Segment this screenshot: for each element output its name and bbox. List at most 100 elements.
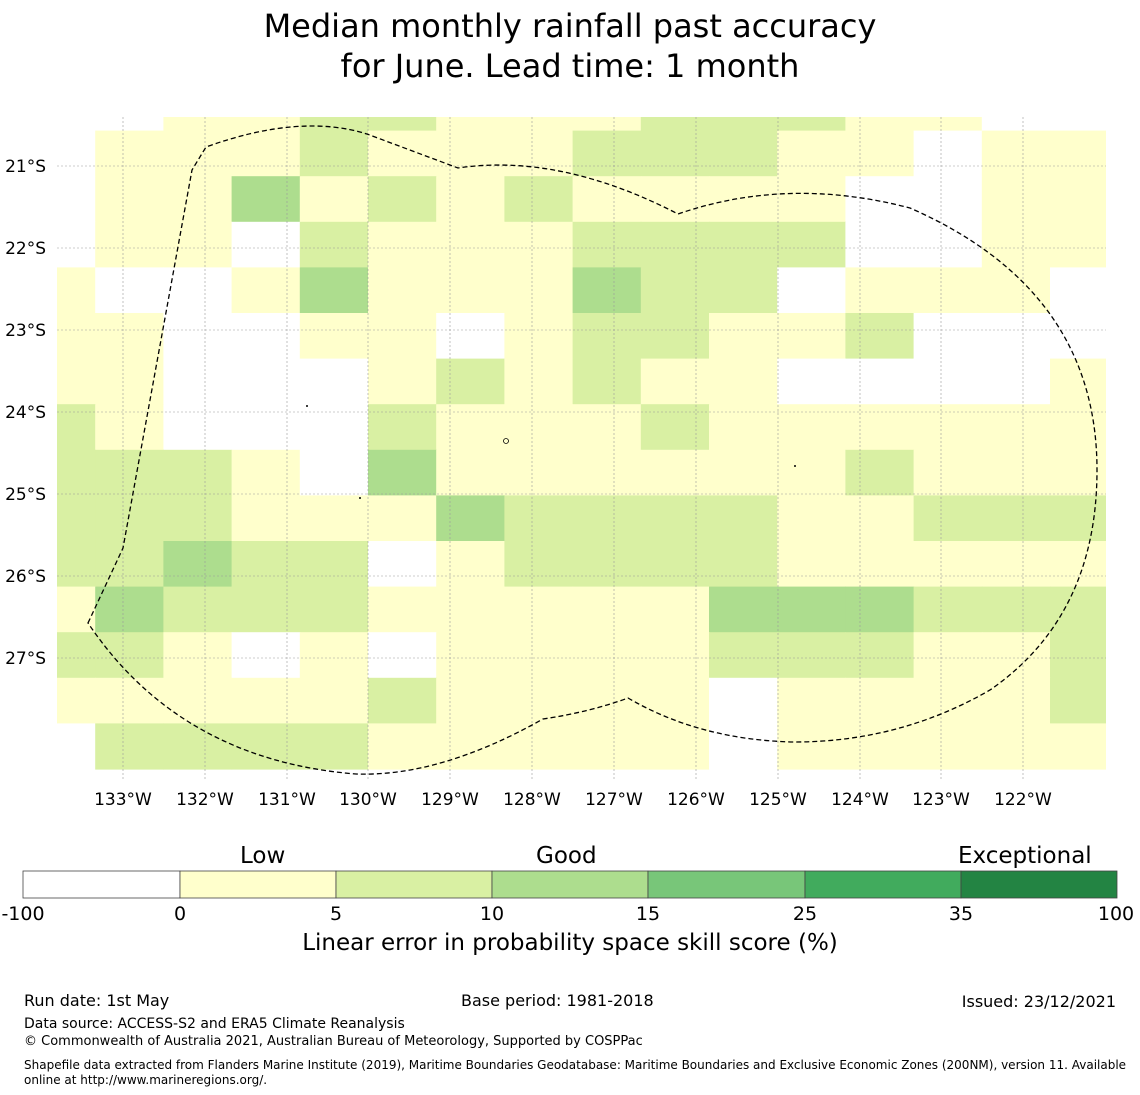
- grid-cell: [436, 495, 505, 542]
- grid-cell: [57, 313, 96, 360]
- grid-cell: [913, 221, 983, 268]
- colorbar-segment: [179, 870, 337, 899]
- grid-cell: [163, 130, 233, 177]
- colorbar-tick: 10: [479, 903, 505, 925]
- grid-cell: [231, 358, 301, 405]
- grid-cell: [777, 404, 846, 451]
- grid-cell: [709, 358, 778, 405]
- grid-cell: [231, 267, 301, 314]
- grid-cell: [163, 632, 233, 679]
- grid-cell: [1050, 541, 1106, 588]
- grid-cell: [368, 586, 437, 633]
- grid-cell: [436, 313, 505, 360]
- grid-cell: [981, 404, 1051, 451]
- grid-cell: [57, 677, 96, 724]
- colorbar-segment: [335, 870, 493, 899]
- grid-cell: [368, 449, 437, 496]
- grid-cell: [845, 117, 915, 132]
- colorbar-tick: 35: [948, 903, 974, 925]
- grid-cell: [368, 176, 437, 223]
- grid-cell: [709, 313, 778, 360]
- grid-cell: [95, 404, 164, 451]
- grid-cell: [572, 632, 642, 679]
- grid-cell: [231, 130, 301, 177]
- grid-cell: [504, 495, 574, 542]
- grid-cell: [845, 677, 915, 724]
- grid-cell: [95, 358, 164, 405]
- grid-cell: [436, 358, 505, 405]
- longitude-label: 131°W: [258, 790, 316, 810]
- grid-cell: [845, 221, 915, 268]
- grid-cell: [981, 495, 1051, 542]
- colorbar-tick: 0: [173, 903, 187, 925]
- grid-cell: [299, 632, 369, 679]
- grid-cell: [572, 449, 642, 496]
- grid-cell: [57, 176, 96, 223]
- grid-cell: [299, 358, 369, 405]
- grid-cell: [1118, 222, 1140, 268]
- grid-cell: [436, 267, 505, 314]
- grid-cell: [845, 541, 915, 588]
- grid-cell: [572, 541, 642, 588]
- grid-cell: [1050, 677, 1106, 724]
- grid-cell: [163, 586, 233, 633]
- grid-cell: [436, 632, 505, 679]
- grid-cell: [1118, 313, 1140, 359]
- issued-date: Issued: 23/12/2021: [961, 992, 1116, 1011]
- grid-cell: [981, 221, 1051, 268]
- grid-cell: [777, 117, 846, 132]
- grid-cell: [57, 449, 96, 496]
- grid-cell: [1118, 587, 1140, 633]
- eez-boundary: [87, 125, 1098, 775]
- grid-cell: [845, 404, 915, 451]
- grid-cell: [1118, 176, 1140, 222]
- grid-cell: [1050, 267, 1106, 314]
- grid-cell: [504, 449, 574, 496]
- grid-cell: [1050, 404, 1106, 451]
- colorbar-category-good: Good: [536, 843, 597, 869]
- grid-cell: [1118, 632, 1140, 678]
- grid-cell: [95, 449, 164, 496]
- grid-cell: [504, 130, 574, 177]
- grid-cell: [572, 221, 642, 268]
- grid-cell: [709, 586, 778, 633]
- grid-cell: [231, 176, 301, 223]
- grid-cell: [231, 404, 301, 451]
- grid-cell: [709, 117, 778, 132]
- grid-cell: [95, 586, 164, 633]
- grid-cell: [1118, 267, 1140, 313]
- map-title-line1: Median monthly rainfall past accuracy: [263, 7, 877, 45]
- grid-cell: [368, 632, 437, 679]
- grid-cell: [95, 130, 164, 177]
- grid-cell: [163, 176, 233, 223]
- grid-cell: [368, 267, 437, 314]
- grid-cell: [57, 117, 96, 132]
- colorbar-category-low: Low: [240, 843, 286, 869]
- grid-cell: [913, 313, 983, 360]
- grid-cell: [231, 117, 301, 132]
- grid-cell: [981, 358, 1051, 405]
- grid-cell: [57, 267, 96, 314]
- grid-cell: [913, 632, 983, 679]
- grid-cell: [95, 723, 164, 770]
- grid-cell: [95, 541, 164, 588]
- grid-cell: [1050, 495, 1106, 542]
- grid-cell: [504, 541, 574, 588]
- grid-cell: [777, 358, 846, 405]
- grid-cell: [95, 495, 164, 542]
- grid-cell: [163, 495, 233, 542]
- grid-cell: [95, 267, 164, 314]
- latitude-label: 21°S: [5, 157, 46, 177]
- grid-cell: [640, 586, 710, 633]
- grid-cell: [57, 221, 96, 268]
- colorbar-tick: 100: [1097, 903, 1135, 925]
- grid-cell: [368, 723, 437, 770]
- colorbar-segment: [22, 870, 181, 899]
- grid-cell: [299, 130, 369, 177]
- grid-cell: [572, 267, 642, 314]
- grid-cell: [231, 677, 301, 724]
- grid-cell: [57, 495, 96, 542]
- grid-cell: [436, 586, 505, 633]
- grid-cell: [640, 267, 710, 314]
- grid-cell: [913, 449, 983, 496]
